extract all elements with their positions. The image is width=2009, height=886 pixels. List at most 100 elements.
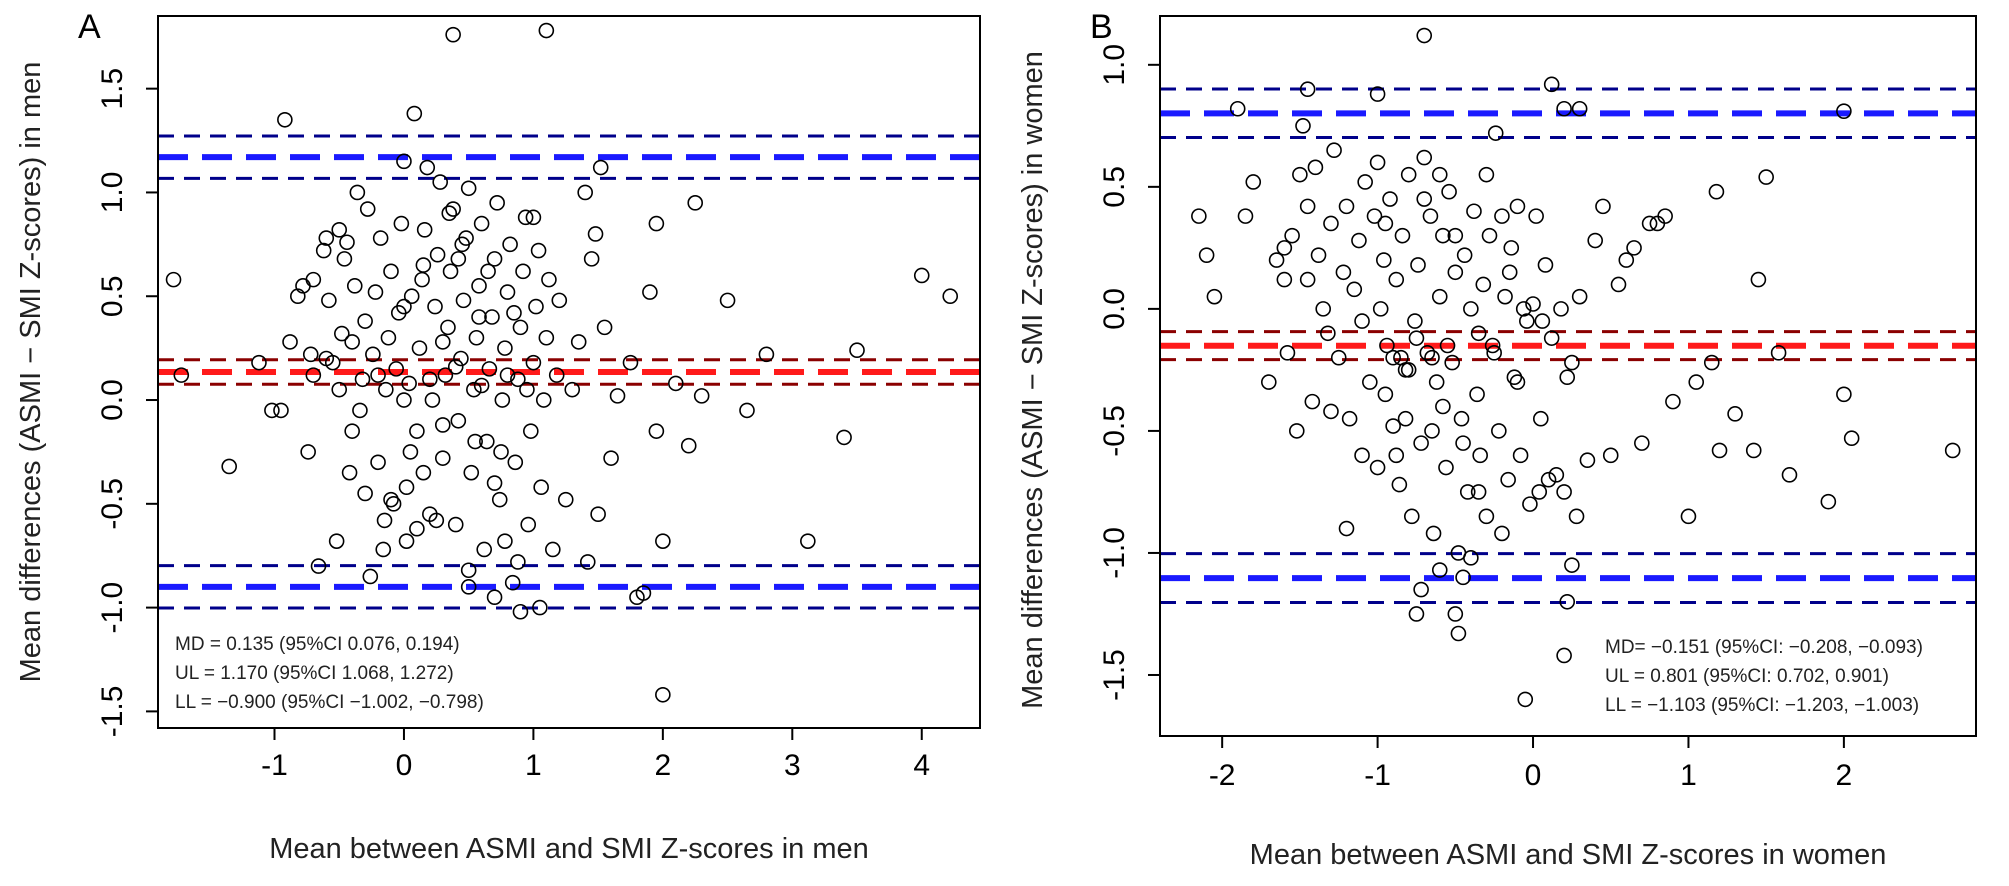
- panel-b-data-point: [1534, 313, 1551, 329]
- panel-a-data-point: [473, 377, 490, 394]
- panel-a-data-point: [739, 402, 755, 419]
- panel-a-data-point: [403, 288, 420, 305]
- panel-a-data-point: [422, 371, 438, 388]
- panel-a-data-point: [642, 284, 658, 300]
- panel-b-data-point: [1472, 447, 1488, 464]
- panel-a-data-point: [481, 361, 498, 377]
- panel-a-data-point: [264, 402, 280, 419]
- panel-b-data-point: [1377, 215, 1394, 232]
- panel-b-data-point: [1369, 86, 1386, 102]
- panel-b-data-point: [1382, 191, 1398, 207]
- panel-a-data-point: [480, 263, 496, 280]
- panel-a-data-point: [378, 381, 394, 398]
- panel-b-annotation-ul: UL = 0.801 (95%CI: 0.702, 0.901): [1605, 666, 1889, 687]
- panel-b-data-point: [1568, 508, 1585, 525]
- panel-a-data-point: [328, 533, 345, 549]
- panel-b-data-point: [1543, 330, 1560, 346]
- panel-a-data-point: [321, 292, 337, 309]
- panel-a-data-point: [538, 329, 555, 346]
- panel-b-points: [1191, 27, 1961, 708]
- panel-b-data-point: [1284, 227, 1300, 244]
- panel-b-data-point: [1688, 374, 1705, 390]
- panel-a-data-point: [349, 184, 366, 201]
- panel-b-data-point: [1346, 281, 1363, 298]
- panel-b-data-point: [1447, 264, 1464, 281]
- panel-a-data-point: [442, 263, 459, 280]
- panel-a-data-point: [277, 111, 293, 128]
- panel-b-data-point: [1438, 459, 1454, 476]
- panel-a-data-point: [450, 251, 467, 267]
- panel-b-data-point: [1428, 374, 1445, 390]
- panel-a-data-point: [590, 506, 606, 522]
- panel-b-data-point: [1245, 174, 1262, 190]
- panel-a-points: [165, 22, 959, 703]
- panel-a-data-point: [493, 444, 509, 460]
- panel-a-data-point: [339, 234, 355, 251]
- panel-b-data-point: [1711, 442, 1728, 459]
- panel-b-data-point: [1475, 276, 1492, 293]
- panel-b-data-point: [1515, 301, 1532, 317]
- panel-b-data-point: [1310, 247, 1327, 263]
- panel-a-data-point: [520, 516, 537, 533]
- panel-a-x-tick-label: 2: [655, 749, 672, 782]
- panel-b-data-point: [1626, 240, 1642, 256]
- panel-a-data-point: [370, 454, 386, 471]
- panel-b-data-point: [1425, 525, 1442, 542]
- panel-a-data-point: [383, 491, 399, 508]
- panel-a-x-tick-label: -1: [261, 749, 288, 782]
- panel-a-data-point: [334, 325, 350, 342]
- panel-a-data-point: [396, 392, 412, 408]
- panel-b-data-point: [1781, 467, 1798, 483]
- panel-a-data-point: [331, 381, 348, 398]
- panel-b-data-point: [1556, 647, 1572, 664]
- panel-b-data-point: [1447, 606, 1464, 622]
- panel-b-data-point: [1424, 349, 1440, 366]
- panel-b-y-tick-label: -0.5: [1098, 405, 1131, 457]
- panel-b-data-point: [1191, 208, 1207, 224]
- panel-b-y-axis-label: Mean differences (ASMI − SMI Z-scores) i…: [1017, 51, 1049, 709]
- panel-a-data-point: [411, 340, 428, 356]
- panel-a-data-point: [603, 450, 619, 466]
- panel-a-data-point: [557, 491, 574, 508]
- panel-a-data-point: [165, 271, 182, 288]
- panel-b-data-point: [1419, 345, 1436, 361]
- panel-a-data-point: [362, 568, 379, 585]
- panel-a-data-point: [471, 278, 487, 294]
- panel-b-data-point: [1341, 410, 1358, 427]
- panel-a-data-point: [528, 298, 544, 315]
- panel-a-data-point: [486, 475, 503, 491]
- panel-a-data-point: [357, 313, 373, 329]
- panel-b-data-point: [1466, 203, 1482, 220]
- panel-a-data-point: [357, 485, 373, 502]
- panel-b-data-point: [1416, 27, 1433, 44]
- panel-a-data-point: [354, 371, 371, 388]
- panel-b-data-point: [1295, 118, 1311, 134]
- panel-b-data-point: [1330, 349, 1347, 366]
- panel-a-data-point: [506, 305, 522, 321]
- panel-a-data-point: [655, 686, 671, 703]
- panel-b-data-point: [1537, 257, 1554, 273]
- panel-a-data-point: [445, 26, 461, 43]
- panel-a-data-point: [401, 375, 417, 392]
- panel-b-data-point: [1497, 288, 1513, 305]
- panel-a-data-point: [341, 464, 358, 481]
- panel-b-data-point: [1299, 81, 1316, 98]
- panel-a-data-point: [447, 359, 464, 375]
- panel-b-data-point: [1369, 154, 1386, 171]
- panel-b-x-axis: -2 -1 0 1 2: [1209, 736, 1852, 792]
- panel-b-data-point: [1237, 208, 1254, 224]
- panel-a-data-point: [310, 558, 327, 574]
- panel-b-data-point: [1836, 103, 1852, 119]
- panel-a-data-point: [494, 392, 511, 408]
- panel-b-reference-lines: [1160, 87, 1976, 604]
- panel-a-y-axis: -1.5 -1.0 -0.5 0.0 0.5 1.0 1.5: [96, 68, 158, 737]
- panel-a-x-tick-label: 3: [784, 749, 801, 782]
- panel-a-data-point: [476, 541, 493, 558]
- panel-b-data-point: [1556, 100, 1572, 117]
- panel-a-data-point: [502, 236, 518, 253]
- panel-a-data-point: [532, 599, 548, 616]
- panel-a-data-point: [587, 226, 604, 242]
- panel-b-data-point: [1335, 264, 1352, 281]
- panel-b-data-point: [1416, 149, 1433, 166]
- panel-a-data-point: [380, 329, 397, 346]
